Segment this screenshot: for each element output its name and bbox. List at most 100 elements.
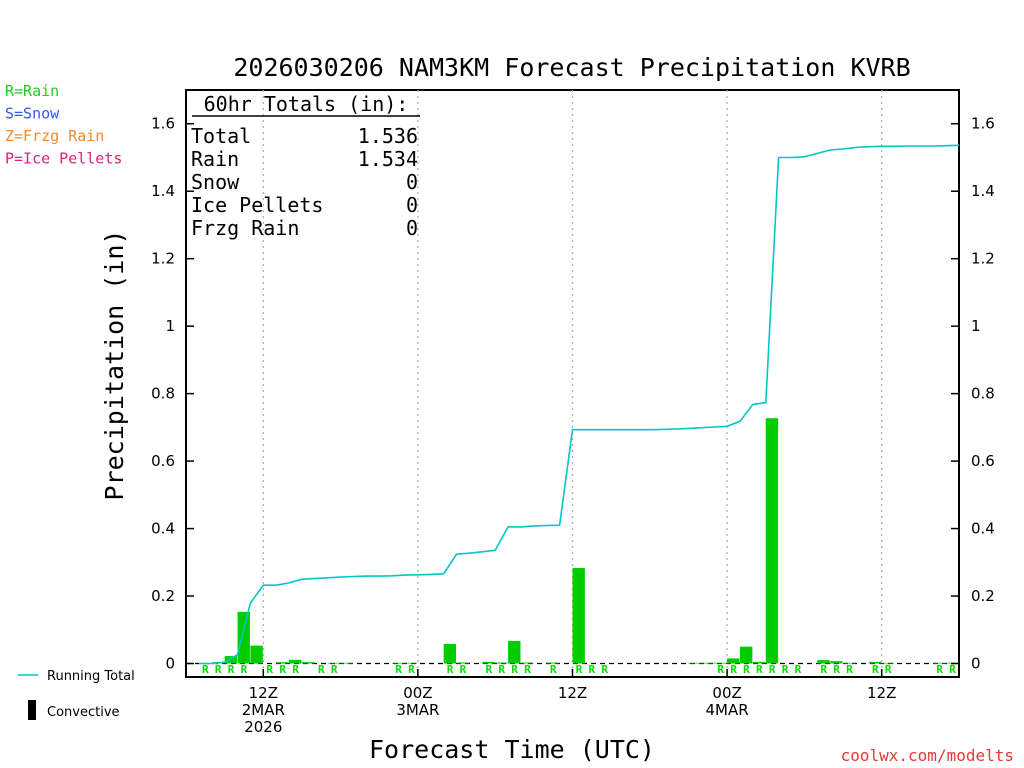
precip-bar	[830, 661, 843, 664]
y-tick-label-right: 1.4	[971, 182, 995, 200]
precip-bar	[340, 662, 353, 664]
totals-box: 60hr Totals (in): Total 1.536 Rain 1.534 Sno…	[191, 92, 420, 240]
precip-bar	[482, 661, 495, 664]
precip-type-letter: R	[730, 663, 737, 676]
precip-bar	[237, 611, 250, 664]
legend-bar-swatch	[28, 700, 36, 720]
precip-type-letter: R	[266, 663, 273, 676]
precip-type-legend: R=Rain S=Snow Z=Frzg Rain P=Ice Pellets	[5, 82, 122, 168]
precip-bar	[443, 643, 457, 664]
x-tick-label: 12Z	[249, 684, 278, 702]
totals-rows: Total 1.536 Rain 1.534 Snow 0 Ice Pellets 0 Frzg…	[191, 124, 418, 240]
precip-type-letter: R	[949, 663, 956, 676]
x-tick-label: 4MAR	[706, 701, 749, 719]
x-tick-label: 00Z	[403, 684, 432, 702]
y-tick-label-right: 0	[971, 655, 981, 673]
precip-type-letter: R	[292, 663, 299, 676]
precip-bar	[546, 662, 560, 664]
precip-bar	[727, 658, 740, 664]
hourly-precip-bars	[211, 418, 959, 664]
precip-type-letter: R	[601, 663, 608, 676]
precip-bar	[508, 640, 521, 664]
y-tick-label-right: 0.8	[971, 385, 995, 403]
y-tick-label: 1.2	[151, 250, 175, 268]
x-tick-label: 00Z	[712, 684, 741, 702]
precip-bar	[327, 662, 341, 664]
precip-bar	[405, 662, 418, 664]
precip-bar	[572, 568, 585, 664]
y-tick-label-right: 1	[971, 317, 981, 335]
y-tick-label-right: 0.2	[971, 587, 995, 605]
x-tick-label: 2MAR	[242, 701, 285, 719]
precip-bar	[843, 662, 856, 664]
precip-type-letter: R	[550, 663, 557, 676]
precip-type-letter: R	[885, 663, 892, 676]
precip-bar	[250, 645, 263, 664]
precip-bar	[714, 662, 727, 664]
precip-type-legend-item: Z=Frzg Rain	[5, 127, 104, 145]
precip-type-letter: R	[589, 663, 596, 676]
precip-bar	[392, 662, 405, 664]
y-tick-label: 0.2	[151, 587, 175, 605]
x-tick-label: 12Z	[558, 684, 587, 702]
precip-type-letter: R	[769, 663, 776, 676]
precip-type-letter: R	[485, 663, 492, 676]
totals-row-label: Snow	[191, 170, 240, 194]
precip-type-letter: R	[202, 663, 209, 676]
precip-type-letter: R	[846, 663, 853, 676]
precip-bar	[701, 662, 714, 664]
totals-row-label: Frzg Rain	[191, 216, 299, 240]
precip-bar	[456, 662, 469, 664]
y-tick-label: 0.6	[151, 452, 175, 470]
x-tick-label: 2026	[244, 718, 282, 736]
precip-type-letter: R	[717, 663, 724, 676]
precip-bar	[224, 656, 238, 664]
precip-bar	[301, 662, 315, 664]
totals-row-value: 0	[406, 170, 418, 194]
precip-type-letter: R	[241, 663, 248, 676]
y-tick-label-right: 0.6	[971, 452, 995, 470]
precip-bar	[276, 662, 289, 664]
x-axis-label: Forecast Time (UTC)	[369, 735, 655, 764]
precip-bar	[817, 660, 830, 664]
y-tick-label: 0	[165, 655, 175, 673]
y-tick-label-right: 0.4	[971, 520, 995, 538]
precip-bar	[495, 662, 508, 664]
y-tick-label-right: 1.6	[971, 115, 995, 133]
credit-text: coolwx.com/modelts	[841, 746, 1014, 765]
legend-label: Convective	[47, 705, 120, 720]
y-tick-label: 0.4	[151, 520, 175, 538]
y-axis-right: 0 0.2 0.4 0.6 0.8 1 1.2 1.4 1.6	[951, 115, 995, 673]
precip-type-letter: R	[820, 663, 827, 676]
precip-type-letter: R	[408, 663, 415, 676]
precip-type-letter: R	[395, 663, 402, 676]
precip-bar	[933, 662, 946, 664]
precip-type-letter: R	[318, 663, 325, 676]
precip-type-letter: R	[576, 663, 583, 676]
totals-row-value: 1.534	[358, 147, 418, 171]
precip-type-letter: R	[795, 663, 802, 676]
precip-type-letter: R	[743, 663, 750, 676]
precip-bar	[739, 646, 753, 664]
precip-type-letter: R	[331, 663, 338, 676]
precip-bar	[688, 662, 701, 664]
precip-type-letter: R	[524, 663, 531, 676]
precip-type-letter: R	[756, 663, 763, 676]
precip-bar	[868, 661, 882, 664]
precip-type-legend-item: R=Rain	[5, 82, 59, 100]
totals-row-value: 0	[406, 216, 418, 240]
precip-type-letter: R	[833, 663, 840, 676]
y-tick-label-right: 1.2	[971, 250, 995, 268]
series-legend: Running Total Convective	[18, 669, 135, 720]
precip-type-letter: R	[447, 663, 454, 676]
y-tick-label: 1.6	[151, 115, 175, 133]
totals-row-label: Ice Pellets	[191, 193, 323, 217]
precip-type-legend-item: S=Snow	[5, 105, 60, 123]
legend-label: Running Total	[47, 669, 135, 684]
precip-type-letter: R	[228, 663, 235, 676]
y-tick-label: 1.4	[151, 182, 175, 200]
precip-type-letter: R	[279, 663, 286, 676]
precip-type-letter: R	[498, 663, 505, 676]
